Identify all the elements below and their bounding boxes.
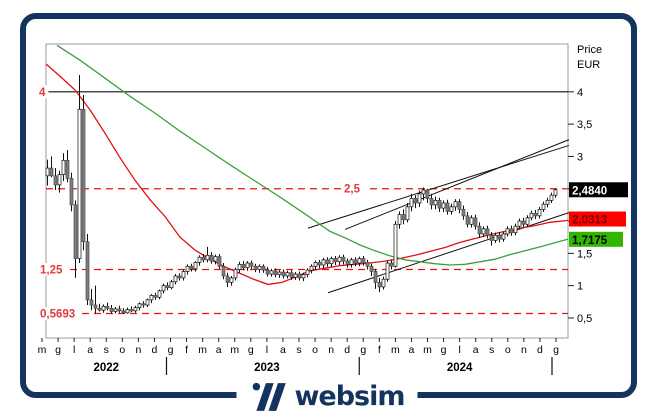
- svg-text:2,4840: 2,4840: [572, 185, 607, 197]
- svg-text:1,7175: 1,7175: [572, 235, 608, 247]
- svg-text:d: d: [344, 344, 350, 356]
- level-labels: 4 2,5 1,25 0,5693: [37, 85, 367, 320]
- y-axis-title: Price EUR: [577, 43, 602, 73]
- websim-logo: websim: [236, 377, 418, 417]
- svg-text:s: s: [489, 344, 494, 356]
- svg-text:o: o: [505, 344, 511, 356]
- svg-text:4: 4: [577, 87, 583, 99]
- svg-text:g: g: [55, 344, 61, 356]
- plot-area[interactable]: [45, 43, 569, 339]
- svg-text:l: l: [266, 344, 268, 356]
- svg-text:a: a: [87, 344, 93, 356]
- svg-text:1,5: 1,5: [577, 248, 592, 260]
- svg-text:g: g: [360, 344, 366, 356]
- svg-text:2024: 2024: [447, 362, 473, 374]
- svg-text:m: m: [198, 344, 207, 356]
- svg-text:g: g: [553, 344, 559, 356]
- trend-lines: [307, 139, 570, 294]
- short-ma-red: [45, 63, 569, 286]
- svg-text:a: a: [473, 344, 479, 356]
- price-tag: [569, 211, 626, 227]
- svg-text:3: 3: [577, 151, 583, 163]
- long-ma-green: [56, 44, 569, 266]
- svg-text:o: o: [119, 344, 125, 356]
- svg-text:m: m: [38, 344, 47, 356]
- websim-logo-icon: [252, 382, 286, 411]
- svg-text:n: n: [328, 344, 334, 356]
- svg-text:2022: 2022: [93, 362, 119, 374]
- svg-text:m: m: [391, 344, 400, 356]
- svg-text:m: m: [423, 344, 432, 356]
- svg-text:s: s: [296, 344, 301, 356]
- svg-text:g: g: [168, 344, 174, 356]
- y-axis: 43,532,521,510,5: [568, 87, 592, 325]
- svg-text:a: a: [409, 344, 415, 356]
- svg-text:s: s: [104, 344, 109, 356]
- svg-text:2,5: 2,5: [344, 184, 361, 196]
- svg-text:g: g: [248, 344, 254, 356]
- svg-text:n: n: [135, 344, 141, 356]
- svg-text:g: g: [441, 344, 447, 356]
- svg-text:0,5: 0,5: [577, 313, 592, 325]
- svg-text:1: 1: [577, 281, 583, 293]
- svg-text:m: m: [230, 344, 239, 356]
- svg-text:l: l: [73, 344, 75, 356]
- price-tag: [569, 182, 628, 198]
- svg-text:f: f: [185, 344, 188, 356]
- svg-text:0,5693: 0,5693: [40, 308, 75, 320]
- svg-text:o: o: [312, 344, 318, 356]
- svg-text:2,0313: 2,0313: [572, 215, 607, 227]
- svg-text:d: d: [152, 344, 158, 356]
- candles: [45, 75, 558, 314]
- svg-text:l: l: [458, 344, 460, 356]
- price-tag: [569, 231, 623, 247]
- svg-text:a: a: [280, 344, 286, 356]
- svg-text:f: f: [378, 344, 381, 356]
- level-lines: [46, 91, 568, 315]
- svg-text:4: 4: [39, 87, 46, 99]
- y-axis-title-line1: Price: [577, 44, 603, 56]
- svg-text:1,25: 1,25: [40, 265, 63, 277]
- svg-text:3,5: 3,5: [577, 119, 592, 131]
- price-tags: 2,4840 2,0313 1,7175: [569, 182, 628, 247]
- svg-text:n: n: [521, 344, 527, 356]
- svg-text:a: a: [216, 344, 222, 356]
- brand-text: websim: [294, 381, 405, 412]
- svg-text:d: d: [537, 344, 543, 356]
- y-axis-title-line2: EUR: [577, 59, 601, 71]
- svg-text:2023: 2023: [254, 362, 280, 374]
